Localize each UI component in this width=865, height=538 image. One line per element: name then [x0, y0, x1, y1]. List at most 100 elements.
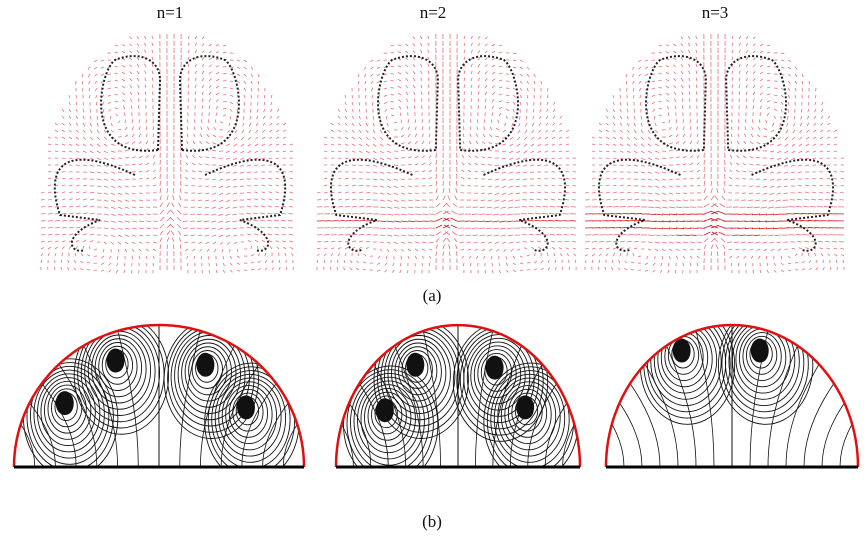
- velocity-vector: [774, 116, 776, 119]
- velocity-vector: [531, 247, 534, 249]
- velocity-vector: [653, 270, 655, 272]
- velocity-vector: [251, 269, 254, 270]
- velocity-vector: [566, 178, 569, 179]
- velocity-vector: [398, 65, 401, 67]
- velocity-vector: [428, 36, 429, 39]
- velocity-vector: [795, 262, 798, 263]
- velocity-vector: [461, 185, 464, 186]
- velocity-vector: [153, 256, 155, 259]
- velocity-vector: [738, 126, 739, 130]
- velocity-vector: [233, 186, 237, 187]
- velocity-vector: [167, 231, 170, 235]
- velocity-vector: [796, 206, 802, 207]
- velocity-vector: [264, 109, 265, 112]
- velocity-vector: [216, 45, 219, 46]
- velocity-vector: [88, 67, 90, 70]
- velocity-vector: [711, 196, 714, 200]
- velocity-vector: [539, 123, 541, 126]
- velocity-vector: [781, 95, 784, 97]
- velocity-vector: [359, 220, 366, 221]
- velocity-vector: [219, 193, 223, 195]
- velocity-vector: [188, 91, 189, 95]
- velocity-vector: [723, 188, 725, 193]
- velocity-vector: [385, 270, 387, 272]
- velocity-vector: [398, 45, 401, 46]
- velocity-vector: [729, 185, 732, 186]
- velocity-vector: [766, 214, 774, 215]
- velocity-vector: [697, 177, 700, 179]
- velocity-vector: [477, 119, 478, 123]
- velocity-vector: [531, 144, 534, 146]
- velocity-vector: [500, 228, 506, 229]
- velocity-vector: [484, 256, 485, 259]
- velocity-vector: [260, 213, 265, 214]
- velocity-vector: [606, 241, 611, 242]
- velocity-vector: [272, 260, 273, 263]
- velocity-vector: [655, 235, 661, 236]
- velocity-vector: [394, 249, 396, 252]
- velocity-vector: [546, 109, 548, 112]
- velocity-vector: [198, 207, 202, 208]
- velocity-vector: [827, 151, 830, 152]
- velocity-vector: [366, 116, 367, 119]
- velocity-vector: [352, 227, 358, 228]
- velocity-vector: [108, 81, 111, 82]
- velocity-vector: [648, 172, 652, 173]
- velocity-vector: [654, 116, 655, 119]
- velocity-vector: [648, 207, 654, 208]
- velocity-vector: [666, 72, 669, 74]
- velocity-vector: [398, 93, 401, 95]
- velocity-vector: [69, 109, 71, 112]
- velocity-vector: [523, 165, 527, 166]
- velocity-vector: [761, 207, 767, 208]
- velocity-vector: [420, 36, 422, 39]
- velocity-vector: [613, 123, 615, 125]
- velocity-vector: [704, 238, 708, 242]
- velocity-vector: [380, 193, 384, 194]
- velocity-vector: [122, 93, 125, 95]
- velocity-vector: [415, 221, 422, 222]
- velocity-vector: [559, 123, 562, 125]
- velocity-vector: [276, 192, 279, 193]
- velocity-vector: [249, 123, 251, 126]
- velocity-vector: [666, 45, 669, 46]
- velocity-vector: [338, 253, 340, 256]
- velocity-vector: [373, 130, 375, 133]
- velocity-vector: [83, 109, 84, 112]
- velocity-vector: [285, 253, 286, 256]
- velocity-vector: [387, 130, 390, 133]
- velocity-vector: [669, 256, 670, 259]
- velocity-vector: [485, 58, 487, 60]
- velocity-vector: [499, 80, 502, 81]
- velocity-vector: [48, 206, 52, 207]
- velocity-vector: [759, 119, 760, 123]
- velocity-vector: [566, 130, 569, 132]
- velocity-vector: [780, 123, 781, 127]
- velocity-vector: [212, 207, 216, 208]
- velocity-vector: [612, 260, 613, 263]
- velocity-vector: [606, 137, 609, 139]
- velocity-vector: [289, 206, 293, 207]
- velocity-vector: [669, 235, 676, 236]
- streamline-panel: [0, 316, 408, 481]
- velocity-vector: [777, 158, 781, 160]
- velocity-vector: [745, 126, 746, 130]
- velocity-vector: [791, 158, 795, 160]
- velocity-vector: [681, 71, 683, 74]
- velocity-vector: [429, 249, 432, 250]
- velocity-vector: [345, 206, 350, 207]
- velocity-vector: [258, 268, 261, 270]
- velocity-vector: [739, 85, 740, 88]
- vortex-core: [673, 339, 691, 363]
- velocity-vector: [62, 137, 65, 139]
- velocity-vector: [509, 242, 513, 243]
- velocity-vector: [496, 128, 499, 130]
- velocity-vector: [269, 151, 272, 152]
- velocity-vector: [530, 199, 534, 200]
- velocity-vector: [371, 88, 373, 91]
- velocity-vector: [758, 127, 760, 130]
- velocity-vector: [488, 242, 492, 243]
- velocity-vector: [513, 88, 516, 90]
- velocity-vector: [282, 241, 286, 242]
- velocity-vector: [83, 199, 87, 200]
